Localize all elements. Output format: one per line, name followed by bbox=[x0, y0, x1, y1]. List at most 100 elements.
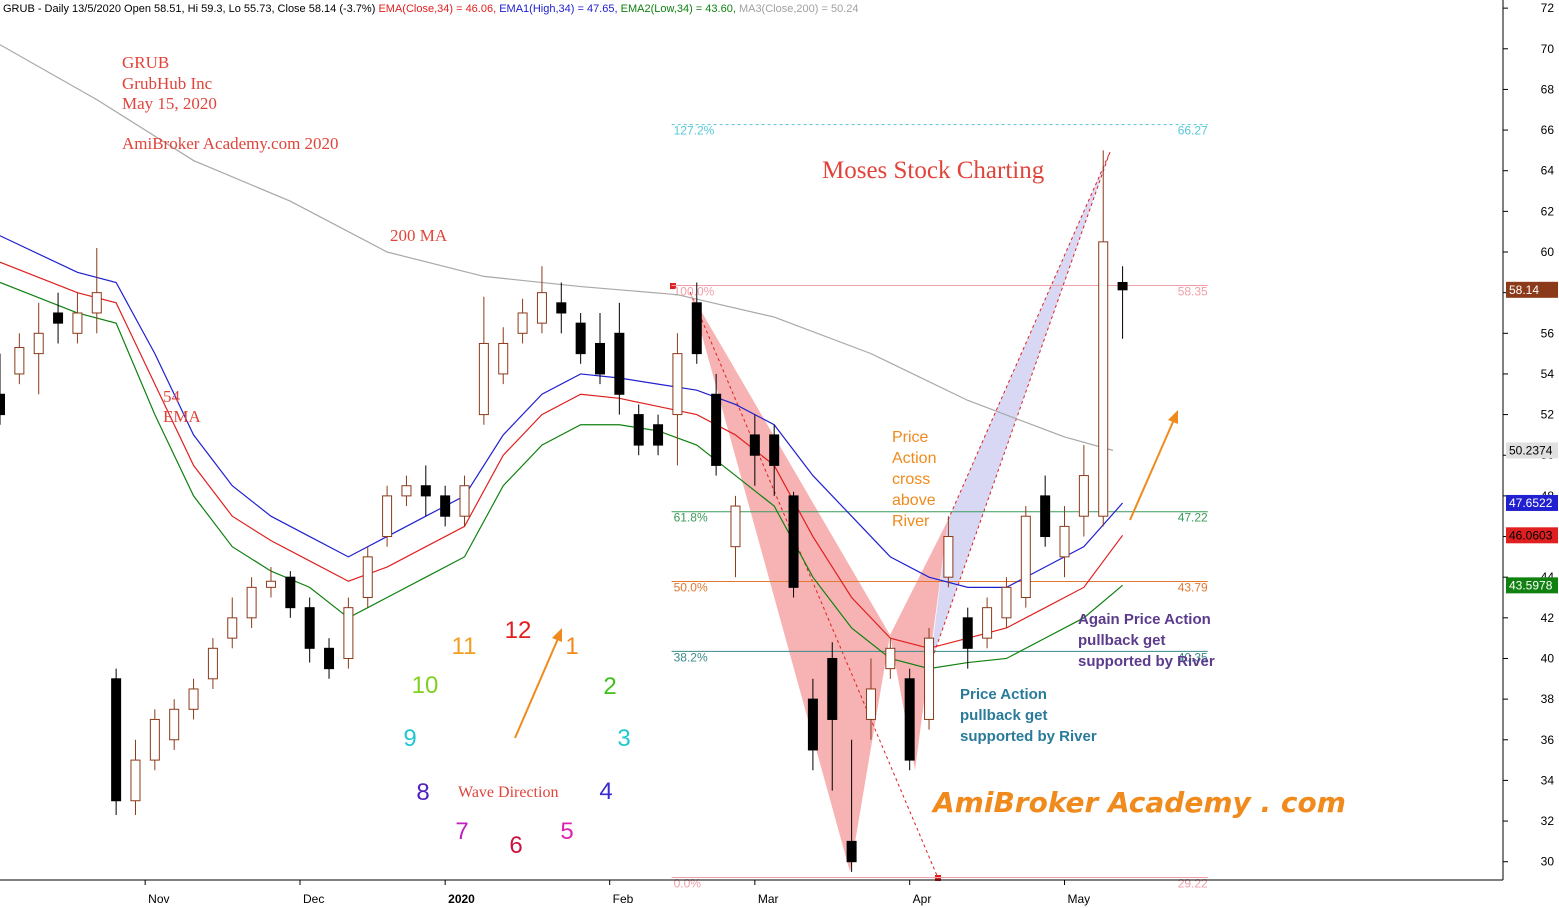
arrow-head bbox=[552, 628, 562, 642]
fib-value: 58.35 bbox=[1178, 285, 1208, 299]
annotation: Price bbox=[892, 429, 929, 446]
annotation: Moses Stock Charting bbox=[822, 157, 1045, 184]
candle-body bbox=[498, 342, 509, 375]
candle-body bbox=[149, 718, 160, 761]
candle-body bbox=[382, 495, 393, 538]
candle-body bbox=[982, 607, 993, 639]
fib-label: 61.8% bbox=[674, 511, 708, 525]
candle-body bbox=[885, 647, 896, 670]
candle-body bbox=[265, 580, 276, 588]
price-tag bbox=[1506, 442, 1558, 459]
candle-body bbox=[865, 688, 876, 720]
annotation: Price Action bbox=[960, 686, 1047, 703]
fib-value: 40.35 bbox=[1178, 650, 1208, 664]
candle-body bbox=[1059, 525, 1070, 558]
y-tick-label: 62 bbox=[1541, 204, 1555, 218]
candle-body bbox=[846, 840, 857, 863]
moving-averages bbox=[0, 44, 1124, 670]
x-tick-label: 2020 bbox=[448, 892, 475, 906]
candle-body bbox=[653, 424, 664, 446]
ma-line bbox=[0, 235, 1124, 588]
candle-body bbox=[304, 607, 315, 649]
clock-number: 1 bbox=[565, 633, 578, 660]
clock-number: 3 bbox=[617, 725, 630, 752]
annotation: May 15, 2020 bbox=[122, 94, 217, 113]
y-tick-label: 56 bbox=[1541, 326, 1555, 340]
price-tag-label: 50.2374 bbox=[1509, 443, 1553, 457]
axes: 3032343638404244464850525456586062646668… bbox=[144, 1, 1558, 906]
fibonacci: 127.2% 66.27 100.0% 58.35 61.8% 47.22 50.0% 43.… bbox=[671, 124, 1208, 891]
candle-body bbox=[111, 678, 122, 802]
ma-line bbox=[0, 281, 1123, 670]
candle-body bbox=[91, 292, 102, 314]
candle-body bbox=[943, 536, 954, 578]
price-tag bbox=[1506, 577, 1558, 594]
candle-body bbox=[459, 485, 470, 517]
arrow bbox=[1129, 414, 1177, 521]
ma-line bbox=[0, 44, 1114, 451]
fib-value: 66.27 bbox=[1178, 124, 1208, 138]
y-tick-label: 66 bbox=[1541, 123, 1555, 137]
x-tick-label: Dec bbox=[303, 892, 324, 906]
arrows bbox=[514, 410, 1178, 739]
candle-body bbox=[362, 556, 373, 599]
fib-label: 0.0% bbox=[674, 877, 702, 891]
candle-body bbox=[130, 759, 141, 802]
clock-number: 6 bbox=[509, 832, 522, 859]
header-text: EMA2(Low,34) = 43.60, bbox=[621, 3, 736, 15]
header: GRUB - Daily 13/5/2020 Open 58.51, Hi 59… bbox=[3, 3, 858, 15]
annotation: supported by River bbox=[1078, 653, 1215, 670]
clock-number: 7 bbox=[455, 818, 468, 845]
candle-body bbox=[478, 342, 489, 416]
y-tick-label: 68 bbox=[1541, 82, 1555, 96]
y-tick-label: 70 bbox=[1541, 42, 1555, 56]
candle-body bbox=[1020, 515, 1031, 599]
price-tag-label: 43.5978 bbox=[1509, 578, 1553, 592]
annotation: 54 bbox=[163, 387, 181, 406]
clock-number: 9 bbox=[403, 725, 416, 752]
x-tick-label: May bbox=[1068, 892, 1091, 906]
pattern-line bbox=[929, 151, 1111, 666]
annotation: cross bbox=[892, 471, 930, 488]
candles bbox=[0, 150, 1128, 872]
candle-body bbox=[401, 485, 412, 497]
candle-body bbox=[730, 505, 741, 548]
candle-body bbox=[1117, 281, 1128, 291]
clock-number: 12 bbox=[505, 617, 532, 644]
y-tick-label: 54 bbox=[1541, 367, 1555, 381]
x-tick-label: Mar bbox=[758, 892, 779, 906]
candle-body bbox=[575, 322, 586, 355]
candle-body bbox=[0, 393, 5, 416]
y-tick-label: 38 bbox=[1541, 692, 1555, 706]
candle-body bbox=[769, 434, 780, 466]
candle-body bbox=[440, 495, 451, 517]
clock-number: 5 bbox=[560, 818, 573, 845]
x-tick-label: Nov bbox=[148, 892, 169, 906]
price-tag bbox=[1506, 281, 1558, 298]
candle-body bbox=[14, 347, 25, 375]
pattern-line bbox=[689, 291, 939, 879]
annotation: EMA bbox=[163, 407, 202, 426]
candle-body bbox=[807, 698, 818, 751]
price-tag bbox=[1506, 494, 1558, 511]
candle-body bbox=[188, 688, 199, 710]
candle-body bbox=[1098, 241, 1109, 517]
price-tag-label: 47.6522 bbox=[1509, 496, 1553, 510]
ma-line bbox=[0, 261, 1124, 649]
annotation: Again Price Action bbox=[1078, 611, 1211, 628]
fib-label: 50.0% bbox=[674, 580, 708, 594]
annotation: Wave Direction bbox=[458, 784, 558, 801]
candle-body bbox=[420, 485, 431, 497]
y-tick-label: 32 bbox=[1541, 814, 1555, 828]
y-tick-label: 72 bbox=[1541, 1, 1555, 15]
candle-body bbox=[672, 353, 683, 416]
candle-body bbox=[962, 617, 973, 649]
annotation: AmiBroker Academy.com 2020 bbox=[122, 134, 339, 153]
header-text: GRUB - Daily 13/5/2020 Open 58.51, Hi 59… bbox=[3, 3, 375, 15]
candle-body bbox=[343, 607, 354, 659]
candle-body bbox=[207, 647, 218, 680]
annotation: GRUB bbox=[122, 53, 169, 72]
candle-body bbox=[595, 342, 605, 375]
pattern-triangle bbox=[890, 520, 948, 770]
candle-body bbox=[517, 312, 528, 334]
